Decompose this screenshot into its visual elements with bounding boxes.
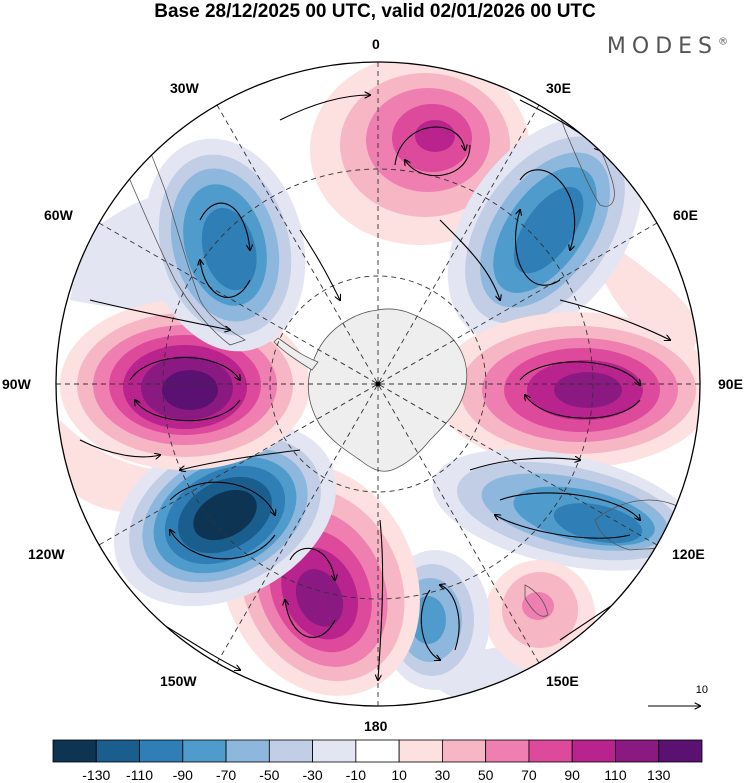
- colorbar-tick-label: 130: [647, 767, 671, 783]
- colorbar-swatch: [398, 739, 443, 763]
- colorbar: [52, 739, 703, 763]
- field-layer: [56, 62, 700, 706]
- colorbar-tick-label: -10: [345, 767, 366, 783]
- colorbar-tick-label: -90: [172, 767, 193, 783]
- lobe-45e-negative: [447, 117, 643, 343]
- colorbar-swatch: [52, 739, 97, 763]
- colorbar-swatch: [312, 739, 357, 763]
- colorbar-swatch: [615, 739, 660, 763]
- registered-mark: ®: [718, 36, 728, 48]
- colorbar-swatch: [139, 739, 184, 763]
- map-title: Base 28/12/2025 00 UTC, valid 02/01/2026…: [154, 1, 596, 22]
- modes-logo: MODES®: [607, 34, 728, 59]
- lon-label-180: 180: [364, 718, 388, 734]
- lon-label-120e: 120E: [672, 546, 705, 562]
- colorbar-tick-label: -50: [259, 767, 280, 783]
- colorbar-tick-label: -130: [82, 767, 111, 783]
- colorbar-tick-label: 90: [564, 767, 580, 783]
- colorbar-tick-label: 10: [391, 767, 407, 783]
- lobe-0-positive: [310, 62, 530, 245]
- lobe-90e-positive: [435, 312, 700, 468]
- graticule: [56, 62, 700, 706]
- south-pole-marker: [375, 381, 381, 387]
- lobe-120w-negative: [113, 423, 337, 607]
- colorbar-swatch: [528, 739, 573, 763]
- colorbar-swatch: [225, 739, 270, 763]
- colorbar-tick-label: -70: [215, 767, 237, 783]
- lon-label-90w: 90W: [2, 376, 31, 392]
- colorbar-swatch: [95, 739, 140, 763]
- colorbar-swatch: [182, 739, 227, 763]
- lobe-150e-positive: [485, 560, 595, 670]
- lobe-45w-negative: [144, 138, 306, 352]
- colorbar-swatch: [485, 739, 530, 763]
- lon-label-0: 0: [372, 36, 380, 52]
- map-border: [55, 61, 701, 707]
- brand-text: MODES: [606, 34, 718, 59]
- lon-label-150e: 150E: [546, 673, 579, 689]
- colorbar-tick-label: 50: [477, 767, 494, 783]
- antarctic-peninsula: [273, 337, 319, 371]
- colorbar-swatch: [571, 739, 616, 763]
- lon-label-30e: 30E: [546, 80, 571, 96]
- colorbar-swatch: [355, 739, 400, 763]
- colorbar-swatch: [268, 739, 314, 763]
- colorbar-swatch: [658, 739, 703, 763]
- colorbar-swatch: [441, 739, 487, 763]
- lon-label-60e: 60E: [673, 207, 698, 223]
- lon-label-30w: 30W: [170, 80, 199, 96]
- lon-label-60w: 60W: [44, 207, 73, 223]
- south-america: [107, 94, 246, 346]
- new-zealand: [524, 584, 549, 617]
- colorbar-tick-label: 110: [604, 767, 627, 783]
- colorbar-tick-label: -30: [302, 767, 323, 783]
- lon-label-150w: 150W: [160, 673, 197, 689]
- reference-vector-label: 10: [695, 684, 708, 696]
- colorbar-tick-label: -110: [126, 767, 154, 783]
- antarctica: [307, 308, 468, 472]
- colorbar-tick-label: 30: [434, 767, 451, 783]
- lon-label-90e: 90E: [718, 376, 743, 392]
- lon-label-120w: 120W: [28, 546, 65, 562]
- wind-streamlines: [79, 95, 670, 680]
- colorbar-tick-label: 70: [521, 767, 537, 783]
